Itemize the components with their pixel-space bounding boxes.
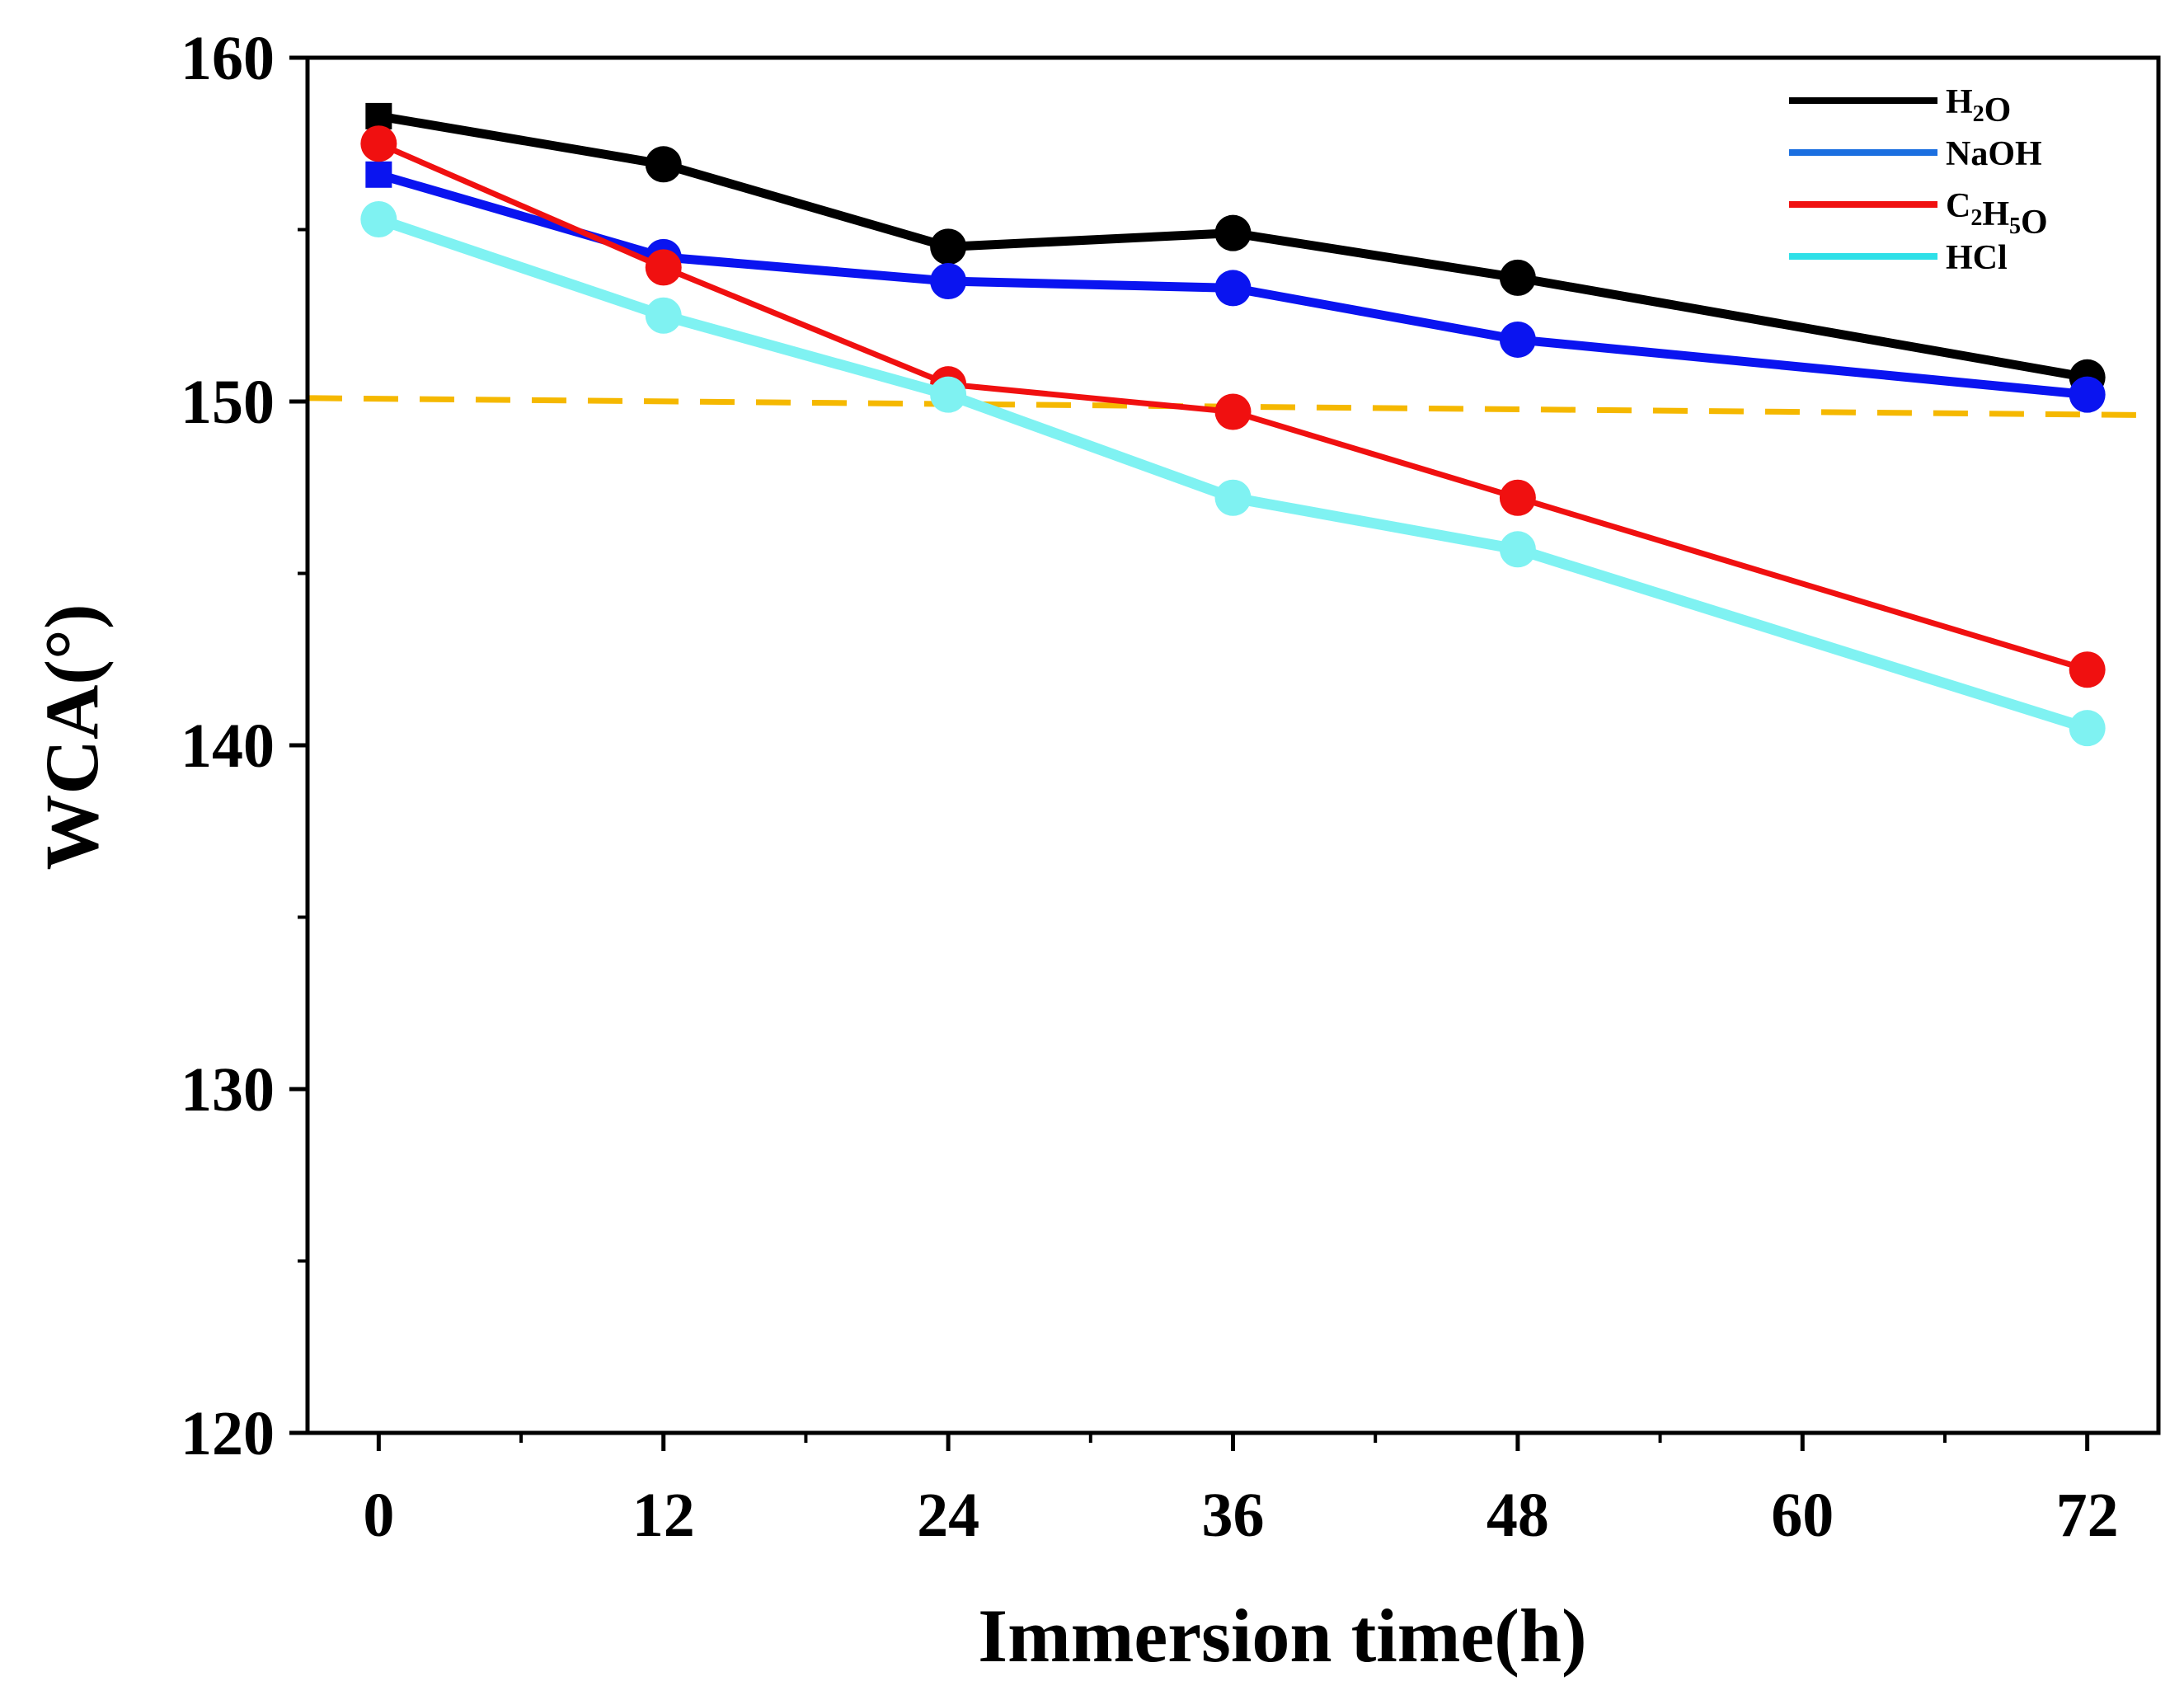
legend-label-h2o: H2O bbox=[1946, 83, 2011, 129]
x-tick-label: 48 bbox=[1487, 1481, 1549, 1550]
series-group bbox=[360, 102, 2106, 747]
legend-label-naoh: NaOH bbox=[1946, 135, 2042, 173]
y-axis-title: WCA(°) bbox=[30, 604, 114, 871]
data-point-naoh bbox=[1214, 270, 1252, 307]
y-tick-label: 120 bbox=[181, 1399, 275, 1468]
x-tick-label: 72 bbox=[2056, 1481, 2119, 1550]
y-tick-label: 160 bbox=[181, 24, 275, 93]
series-line-naoh bbox=[373, 170, 2092, 400]
legend-label-c2h5o: C2H5O bbox=[1946, 187, 2048, 242]
data-point-h2o bbox=[1499, 259, 1536, 296]
data-point-c2h5o bbox=[1214, 393, 1252, 430]
x-axis-title: Immersion time(h) bbox=[978, 1594, 1586, 1678]
data-point-hcl bbox=[360, 200, 397, 237]
data-point-c2h5o bbox=[645, 249, 682, 286]
data-point-naoh bbox=[2069, 376, 2106, 413]
series-naoh bbox=[365, 161, 2106, 413]
data-point-hcl bbox=[930, 376, 967, 413]
data-point-h2o bbox=[930, 228, 967, 265]
data-point-naoh bbox=[367, 162, 391, 186]
y-axis: 120 130 140 150 160 bbox=[181, 24, 308, 1468]
x-tick-label: 36 bbox=[1202, 1481, 1265, 1550]
data-point-c2h5o bbox=[2069, 651, 2106, 688]
data-point-h2o bbox=[1214, 214, 1252, 251]
x-tick-label: 24 bbox=[917, 1481, 979, 1550]
data-point-hcl bbox=[2069, 710, 2106, 747]
data-point-c2h5o bbox=[360, 125, 397, 162]
data-point-h2o bbox=[645, 146, 682, 183]
data-point-hcl bbox=[645, 297, 682, 334]
data-point-hcl bbox=[1214, 479, 1252, 516]
series-line-c2h5o bbox=[375, 140, 2091, 673]
data-point-hcl bbox=[1499, 531, 1536, 568]
series-line-hcl bbox=[373, 214, 2093, 734]
y-tick-label: 130 bbox=[181, 1055, 275, 1125]
data-point-c2h5o bbox=[1499, 479, 1536, 516]
data-point-h2o bbox=[367, 104, 391, 128]
series-hcl bbox=[360, 200, 2106, 747]
series-line-h2o bbox=[373, 111, 2092, 383]
legend-label-hcl: HCl bbox=[1946, 239, 2008, 277]
y-tick-label: 150 bbox=[181, 368, 275, 437]
x-tick-label: 0 bbox=[363, 1481, 394, 1550]
data-point-naoh bbox=[1499, 321, 1536, 358]
x-tick-label: 60 bbox=[1771, 1481, 1834, 1550]
x-axis: 0 12 24 36 48 60 72 bbox=[363, 1433, 2119, 1550]
y-tick-label: 140 bbox=[181, 711, 275, 781]
x-tick-label: 12 bbox=[632, 1481, 695, 1550]
data-point-naoh bbox=[930, 263, 967, 300]
